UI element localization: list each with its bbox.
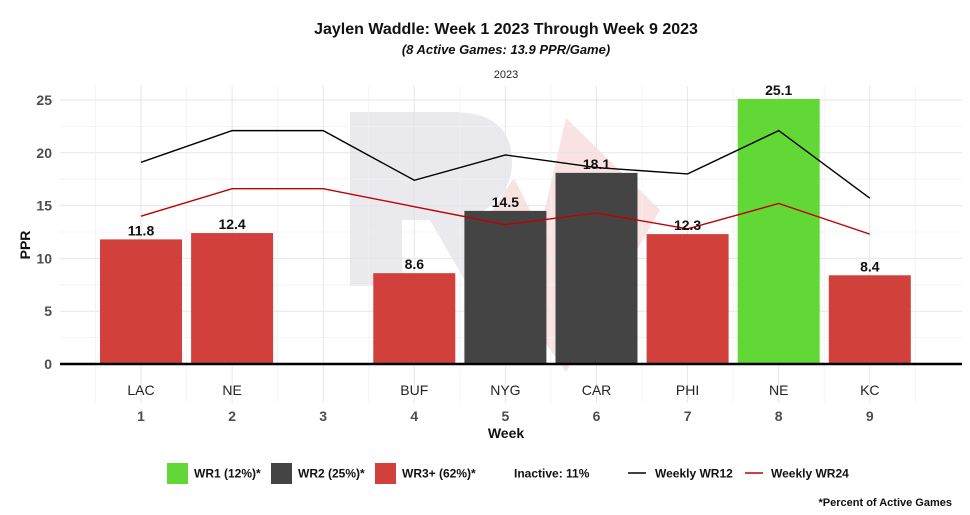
x-tick-label-week-7: 7 bbox=[684, 408, 692, 424]
bar-week-1 bbox=[100, 239, 182, 364]
legend-swatch-wr3- bbox=[375, 463, 396, 484]
x-tick-label-week-2: 2 bbox=[228, 408, 236, 424]
legend-label-weekly-wr12: Weekly WR12 bbox=[655, 467, 733, 481]
facet-label: 2023 bbox=[494, 69, 518, 81]
y-axis-title: PPR bbox=[17, 231, 33, 260]
trend-lines bbox=[140, 129, 871, 235]
y-tick-label: 5 bbox=[44, 303, 52, 319]
opponent-label-week-6: CAR bbox=[582, 382, 612, 398]
footnote: *Percent of Active Games bbox=[819, 497, 952, 509]
chart-subtitle: (8 Active Games: 13.9 PPR/Game) bbox=[402, 42, 610, 57]
opponent-label-week-2: NE bbox=[222, 382, 241, 398]
bar-week-6 bbox=[555, 172, 638, 364]
opponent-label-week-1: LAC bbox=[127, 382, 154, 398]
y-tick-label: 25 bbox=[36, 92, 52, 108]
legend-label-weekly-wr24: Weekly WR24 bbox=[771, 467, 849, 481]
x-tick-label-week-5: 5 bbox=[502, 408, 510, 424]
value-label-week-5: 14.5 bbox=[492, 194, 519, 210]
line-weekly-wr24 bbox=[140, 188, 871, 235]
legend-label-wr3-: WR3+ (62%)* bbox=[402, 467, 476, 481]
value-label-week-8: 25.1 bbox=[765, 82, 792, 98]
bar-week-8 bbox=[737, 98, 820, 364]
bar-week-7 bbox=[646, 234, 729, 364]
x-tick-label-week-8: 8 bbox=[775, 408, 783, 424]
value-labels: 11.8 12.4 8.6 14.5 18.1 12.3 25.1 8.4 bbox=[128, 82, 880, 274]
opponent-label-week-8: NE bbox=[769, 382, 788, 398]
x-tick-label-week-3: 3 bbox=[319, 408, 327, 424]
opponent-label-week-7: PHI bbox=[676, 382, 699, 398]
legend-label-inactive: Inactive: 11% bbox=[514, 467, 590, 481]
bar-week-2 bbox=[191, 233, 274, 364]
x-axis-title: Week bbox=[488, 425, 525, 441]
opponent-label-week-4: BUF bbox=[400, 382, 428, 398]
x-tick-label-week-1: 1 bbox=[137, 408, 145, 424]
legend-label-wr2: WR2 (25%)* bbox=[298, 467, 365, 481]
y-tick-label: 20 bbox=[36, 145, 52, 161]
legend-label-wr1: WR1 (12%)* bbox=[194, 467, 261, 481]
legend: WR1 (12%)* WR2 (25%)* WR3+ (62%)* Inactive:… bbox=[167, 463, 849, 484]
value-label-week-6: 18.1 bbox=[583, 156, 610, 172]
bar-week-4 bbox=[373, 273, 456, 364]
bar-week-5 bbox=[464, 210, 547, 364]
value-label-week-1: 11.8 bbox=[128, 222, 155, 238]
y-tick-label: 0 bbox=[44, 356, 52, 372]
opponent-label-week-9: KC bbox=[860, 382, 879, 398]
opponent-label-week-5: NYG bbox=[490, 382, 520, 398]
x-tick-label-week-6: 6 bbox=[593, 408, 601, 424]
value-label-week-4: 8.6 bbox=[405, 256, 425, 272]
value-label-week-9: 8.4 bbox=[860, 258, 880, 274]
y-tick-label: 15 bbox=[36, 198, 52, 214]
value-label-week-2: 12.4 bbox=[218, 216, 245, 232]
value-label-week-7: 12.3 bbox=[674, 217, 701, 233]
legend-swatch-wr2 bbox=[271, 463, 292, 484]
chart-title: Jaylen Waddle: Week 1 2023 Through Week … bbox=[314, 21, 698, 38]
axes: 0 5 10 15 20 25 LAC 1 NE 2 3 BUF 4 NYG 5 CAR 6 PHI 7 NE 8 KC 9 bbox=[36, 92, 962, 424]
x-tick-label-week-9: 9 bbox=[866, 408, 874, 424]
x-tick-label-week-4: 4 bbox=[410, 408, 418, 424]
line-weekly-wr12 bbox=[140, 129, 871, 199]
legend-swatch-wr1 bbox=[167, 463, 188, 484]
y-tick-label: 10 bbox=[36, 250, 52, 266]
bar-week-9 bbox=[828, 275, 911, 364]
